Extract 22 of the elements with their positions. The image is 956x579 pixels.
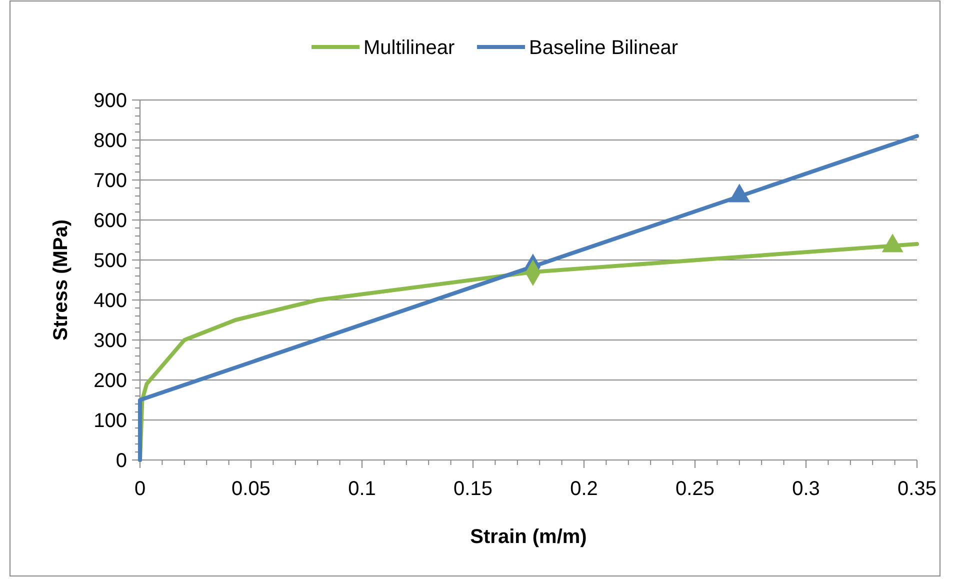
legend-label: Baseline Bilinear bbox=[529, 37, 678, 59]
x-axis-title: Strain (m/m) bbox=[470, 526, 587, 548]
y-tick-label: 100 bbox=[94, 410, 127, 432]
y-tick-label: 600 bbox=[94, 210, 127, 232]
y-tick-label: 800 bbox=[94, 130, 127, 152]
legend-label: Multilinear bbox=[364, 37, 455, 59]
y-axis-title: Stress (MPa) bbox=[50, 219, 72, 341]
y-tick-label: 0 bbox=[116, 450, 127, 472]
x-tick-label: 0.2 bbox=[570, 478, 598, 500]
y-tick-label: 300 bbox=[94, 330, 127, 352]
x-tick-label: 0.1 bbox=[348, 478, 376, 500]
x-tick-label: 0.15 bbox=[454, 478, 492, 500]
y-tick-label: 700 bbox=[94, 170, 127, 192]
x-tick-label: 0.25 bbox=[676, 478, 714, 500]
x-tick-label: 0.35 bbox=[898, 478, 936, 500]
x-tick-label: 0 bbox=[134, 478, 146, 500]
y-tick-label: 200 bbox=[94, 370, 127, 392]
y-tick-label: 900 bbox=[94, 90, 127, 112]
x-tick-label: 0.05 bbox=[232, 478, 270, 500]
x-tick-label: 0.3 bbox=[792, 478, 820, 500]
y-tick-label: 500 bbox=[94, 250, 127, 272]
y-tick-label: 400 bbox=[94, 290, 127, 312]
